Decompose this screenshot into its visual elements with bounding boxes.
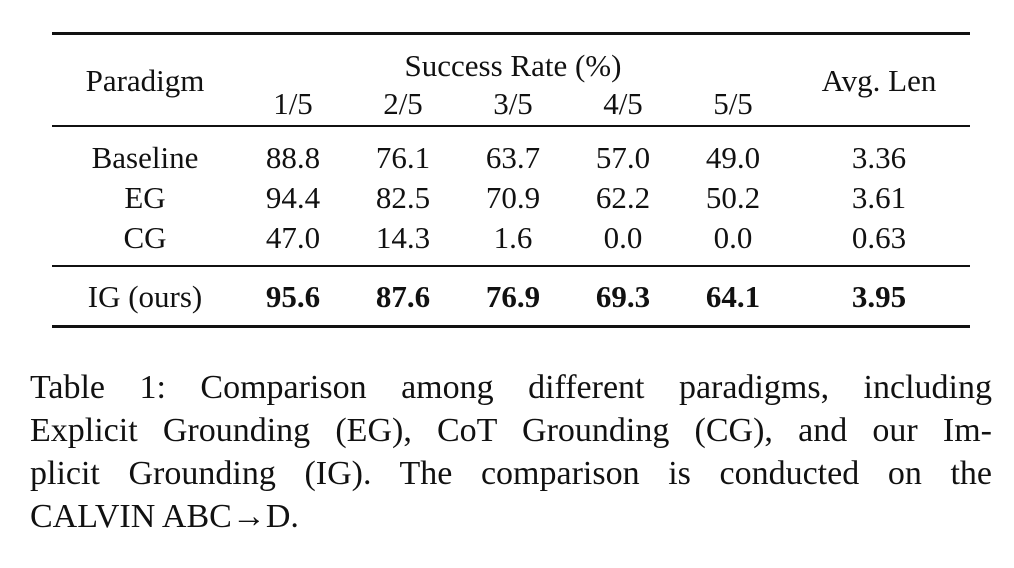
header-sub-1: 1/5 [273,85,313,121]
cell-value: 63.7 [485,139,541,175]
header-avg-len: Avg. Len [821,62,937,98]
cell-value-best: 64.1 [705,278,761,314]
table-row-ours: IG (ours) 95.6 87.6 76.9 69.3 64.1 3.95 [52,266,970,327]
cell-value: 94.4 [265,179,321,215]
header-paradigm: Paradigm [85,62,205,98]
cell-avg-len-best: 3.95 [851,278,907,314]
table-row: EG 94.4 82.5 70.9 62.2 50.2 3.61 [52,177,970,217]
cell-value: 62.2 [595,179,651,215]
table-row: CG 47.0 14.3 1.6 0.0 0.0 0.63 [52,217,970,266]
header-sub-5: 5/5 [713,85,753,121]
cell-value: 14.3 [375,219,431,255]
header-row-1: Paradigm Success Rate (%) Avg. Len [52,33,970,95]
header-row-2: 1/5 2/5 3/5 4/5 5/5 [52,81,970,126]
cell-value: 0.0 [713,219,753,255]
cell-value: 70.9 [485,179,541,215]
header-sub-3: 3/5 [493,85,533,121]
caption-line: Table 1: Comparison among different para… [30,369,992,406]
header-sub-2: 2/5 [383,85,423,121]
header-sub-4: 4/5 [603,85,643,121]
cell-value: 50.2 [705,179,761,215]
cell-avg-len: 3.61 [851,179,907,215]
cell-value: 0.0 [603,219,643,255]
table-row: Baseline 88.8 76.1 63.7 57.0 49.0 3.36 [52,126,970,177]
cell-value-best: 76.9 [485,278,541,314]
row-paradigm: CG [123,219,167,255]
row-paradigm: Baseline [91,139,199,175]
cell-value-best: 95.6 [265,278,321,314]
cell-value: 57.0 [595,139,651,175]
table-caption: Table 1: Comparison among different para… [30,366,992,538]
cell-value: 47.0 [265,219,321,255]
results-table-container: Paradigm Success Rate (%) Avg. Len 1/5 2… [52,32,970,328]
cell-value: 82.5 [375,179,431,215]
cell-value: 1.6 [493,219,533,255]
caption-line: Explicit Grounding (EG), CoT Grounding (… [30,412,992,449]
cell-value: 76.1 [375,139,431,175]
row-paradigm: EG [124,179,166,215]
cell-value-best: 87.6 [375,278,431,314]
cell-avg-len: 3.36 [851,139,907,175]
caption-line: plicit Grounding (IG). The comparison is… [30,455,992,492]
caption-line: CALVIN ABC→D. [30,498,299,535]
cell-value-best: 69.3 [595,278,651,314]
results-table: Paradigm Success Rate (%) Avg. Len 1/5 2… [52,32,970,328]
row-paradigm-ours: IG (ours) [87,278,203,314]
header-success-rate: Success Rate (%) [404,48,622,83]
cell-value: 49.0 [705,139,761,175]
cell-avg-len: 0.63 [851,219,907,255]
cell-value: 88.8 [265,139,321,175]
